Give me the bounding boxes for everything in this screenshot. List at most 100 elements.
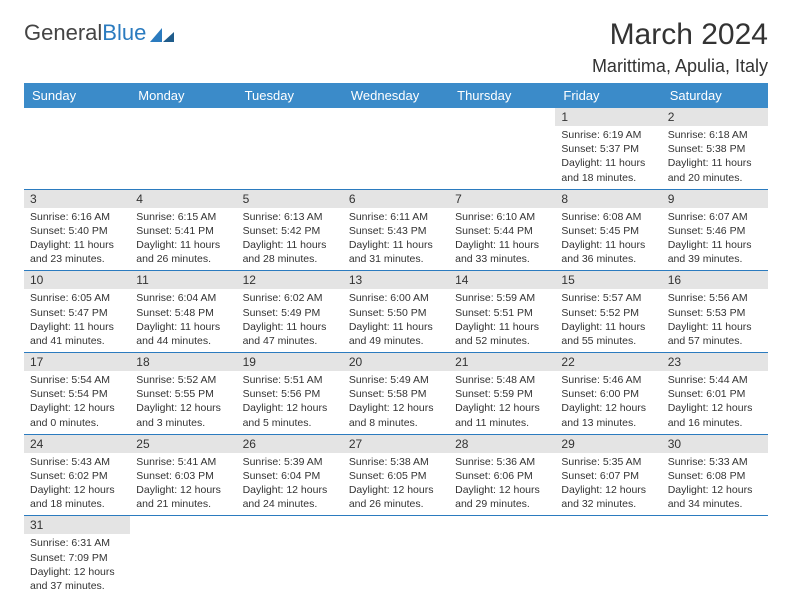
calendar-day-cell: 19Sunrise: 5:51 AMSunset: 5:56 PMDayligh… <box>237 353 343 435</box>
brand-logo: GeneralBlue <box>24 20 176 46</box>
daylight-text: Daylight: 11 hours and 49 minutes. <box>349 320 443 348</box>
daylight-text: Daylight: 12 hours and 8 minutes. <box>349 401 443 429</box>
calendar-week-row: 1Sunrise: 6:19 AMSunset: 5:37 PMDaylight… <box>24 108 768 189</box>
day-header-row: Sunday Monday Tuesday Wednesday Thursday… <box>24 83 768 108</box>
sunrise-text: Sunrise: 6:07 AM <box>668 210 762 224</box>
sunrise-text: Sunrise: 5:54 AM <box>30 373 124 387</box>
day-number: 29 <box>555 435 661 453</box>
day-header: Wednesday <box>343 83 449 108</box>
day-number: 14 <box>449 271 555 289</box>
daylight-text: Daylight: 11 hours and 18 minutes. <box>561 156 655 184</box>
daylight-text: Daylight: 11 hours and 26 minutes. <box>136 238 230 266</box>
daylight-text: Daylight: 12 hours and 32 minutes. <box>561 483 655 511</box>
calendar-day-cell: 5Sunrise: 6:13 AMSunset: 5:42 PMDaylight… <box>237 189 343 271</box>
daylight-text: Daylight: 12 hours and 24 minutes. <box>243 483 337 511</box>
sunset-text: Sunset: 5:42 PM <box>243 224 337 238</box>
sunset-text: Sunset: 5:50 PM <box>349 306 443 320</box>
sunrise-text: Sunrise: 6:11 AM <box>349 210 443 224</box>
day-number: 20 <box>343 353 449 371</box>
calendar-week-row: 24Sunrise: 5:43 AMSunset: 6:02 PMDayligh… <box>24 434 768 516</box>
sunrise-text: Sunrise: 5:38 AM <box>349 455 443 469</box>
calendar-day-cell: 11Sunrise: 6:04 AMSunset: 5:48 PMDayligh… <box>130 271 236 353</box>
calendar-day-cell: 14Sunrise: 5:59 AMSunset: 5:51 PMDayligh… <box>449 271 555 353</box>
day-details: Sunrise: 5:33 AMSunset: 6:08 PMDaylight:… <box>662 453 768 516</box>
title-block: March 2024 Marittima, Apulia, Italy <box>592 20 768 77</box>
day-number: 27 <box>343 435 449 453</box>
calendar-day-cell: 30Sunrise: 5:33 AMSunset: 6:08 PMDayligh… <box>662 434 768 516</box>
day-number: 2 <box>662 108 768 126</box>
day-details: Sunrise: 5:59 AMSunset: 5:51 PMDaylight:… <box>449 289 555 352</box>
sunrise-text: Sunrise: 5:39 AM <box>243 455 337 469</box>
sunset-text: Sunset: 5:47 PM <box>30 306 124 320</box>
sunrise-text: Sunrise: 5:33 AM <box>668 455 762 469</box>
daylight-text: Daylight: 12 hours and 16 minutes. <box>668 401 762 429</box>
calendar-day-cell <box>24 108 130 189</box>
sunrise-text: Sunrise: 6:16 AM <box>30 210 124 224</box>
daylight-text: Daylight: 12 hours and 3 minutes. <box>136 401 230 429</box>
daylight-text: Daylight: 11 hours and 41 minutes. <box>30 320 124 348</box>
sunrise-text: Sunrise: 6:18 AM <box>668 128 762 142</box>
day-details: Sunrise: 5:52 AMSunset: 5:55 PMDaylight:… <box>130 371 236 434</box>
calendar-day-cell: 15Sunrise: 5:57 AMSunset: 5:52 PMDayligh… <box>555 271 661 353</box>
sunset-text: Sunset: 5:38 PM <box>668 142 762 156</box>
day-details: Sunrise: 5:36 AMSunset: 6:06 PMDaylight:… <box>449 453 555 516</box>
calendar-day-cell: 2Sunrise: 6:18 AMSunset: 5:38 PMDaylight… <box>662 108 768 189</box>
day-details: Sunrise: 5:48 AMSunset: 5:59 PMDaylight:… <box>449 371 555 434</box>
day-number: 22 <box>555 353 661 371</box>
day-number: 26 <box>237 435 343 453</box>
day-details: Sunrise: 5:35 AMSunset: 6:07 PMDaylight:… <box>555 453 661 516</box>
brand-part2: Blue <box>102 20 146 46</box>
day-number: 3 <box>24 190 130 208</box>
sunrise-text: Sunrise: 5:35 AM <box>561 455 655 469</box>
day-details: Sunrise: 5:46 AMSunset: 6:00 PMDaylight:… <box>555 371 661 434</box>
day-number: 1 <box>555 108 661 126</box>
day-details: Sunrise: 6:07 AMSunset: 5:46 PMDaylight:… <box>662 208 768 271</box>
day-header: Sunday <box>24 83 130 108</box>
day-details: Sunrise: 5:41 AMSunset: 6:03 PMDaylight:… <box>130 453 236 516</box>
sunset-text: Sunset: 6:07 PM <box>561 469 655 483</box>
day-number: 21 <box>449 353 555 371</box>
calendar-day-cell: 16Sunrise: 5:56 AMSunset: 5:53 PMDayligh… <box>662 271 768 353</box>
daylight-text: Daylight: 11 hours and 36 minutes. <box>561 238 655 266</box>
calendar-day-cell: 25Sunrise: 5:41 AMSunset: 6:03 PMDayligh… <box>130 434 236 516</box>
sunset-text: Sunset: 5:56 PM <box>243 387 337 401</box>
calendar-day-cell: 8Sunrise: 6:08 AMSunset: 5:45 PMDaylight… <box>555 189 661 271</box>
daylight-text: Daylight: 12 hours and 11 minutes. <box>455 401 549 429</box>
sunset-text: Sunset: 6:00 PM <box>561 387 655 401</box>
sunset-text: Sunset: 5:58 PM <box>349 387 443 401</box>
title-month: March 2024 <box>592 20 768 50</box>
day-number: 8 <box>555 190 661 208</box>
calendar-day-cell: 21Sunrise: 5:48 AMSunset: 5:59 PMDayligh… <box>449 353 555 435</box>
daylight-text: Daylight: 12 hours and 13 minutes. <box>561 401 655 429</box>
sunrise-text: Sunrise: 5:49 AM <box>349 373 443 387</box>
day-details: Sunrise: 5:49 AMSunset: 5:58 PMDaylight:… <box>343 371 449 434</box>
sunrise-text: Sunrise: 6:15 AM <box>136 210 230 224</box>
day-details: Sunrise: 6:04 AMSunset: 5:48 PMDaylight:… <box>130 289 236 352</box>
daylight-text: Daylight: 12 hours and 18 minutes. <box>30 483 124 511</box>
daylight-text: Daylight: 11 hours and 44 minutes. <box>136 320 230 348</box>
day-details: Sunrise: 6:18 AMSunset: 5:38 PMDaylight:… <box>662 126 768 189</box>
logo-sail-icon <box>148 24 176 42</box>
calendar-day-cell <box>237 108 343 189</box>
sunrise-text: Sunrise: 6:02 AM <box>243 291 337 305</box>
day-number: 30 <box>662 435 768 453</box>
daylight-text: Daylight: 11 hours and 20 minutes. <box>668 156 762 184</box>
calendar-day-cell: 18Sunrise: 5:52 AMSunset: 5:55 PMDayligh… <box>130 353 236 435</box>
calendar-day-cell: 24Sunrise: 5:43 AMSunset: 6:02 PMDayligh… <box>24 434 130 516</box>
calendar-week-row: 10Sunrise: 6:05 AMSunset: 5:47 PMDayligh… <box>24 271 768 353</box>
calendar-day-cell <box>130 516 236 597</box>
day-header: Friday <box>555 83 661 108</box>
title-location: Marittima, Apulia, Italy <box>592 56 768 77</box>
calendar-day-cell: 26Sunrise: 5:39 AMSunset: 6:04 PMDayligh… <box>237 434 343 516</box>
day-number: 24 <box>24 435 130 453</box>
day-number: 15 <box>555 271 661 289</box>
day-details: Sunrise: 5:57 AMSunset: 5:52 PMDaylight:… <box>555 289 661 352</box>
day-number: 10 <box>24 271 130 289</box>
calendar-table: Sunday Monday Tuesday Wednesday Thursday… <box>24 83 768 597</box>
daylight-text: Daylight: 11 hours and 39 minutes. <box>668 238 762 266</box>
sunset-text: Sunset: 6:06 PM <box>455 469 549 483</box>
daylight-text: Daylight: 11 hours and 23 minutes. <box>30 238 124 266</box>
daylight-text: Daylight: 12 hours and 21 minutes. <box>136 483 230 511</box>
calendar-day-cell: 6Sunrise: 6:11 AMSunset: 5:43 PMDaylight… <box>343 189 449 271</box>
day-number: 19 <box>237 353 343 371</box>
